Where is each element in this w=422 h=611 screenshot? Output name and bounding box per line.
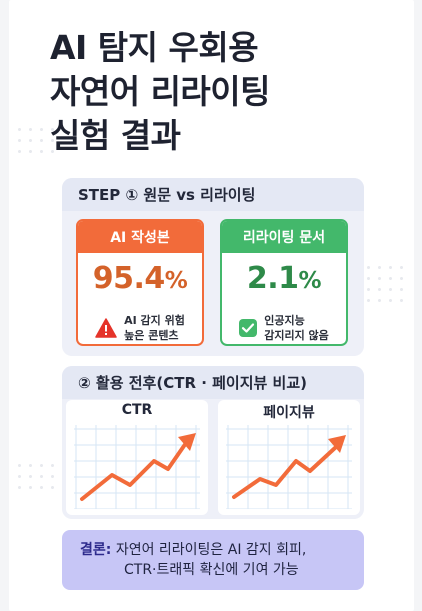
conclusion-label: 결론:: [80, 542, 112, 558]
rewritten-note: 인공지능 감지리지 않음: [222, 313, 346, 343]
conclusion-box: 결론: 자연어 리라이팅은 AI 감지 회피, CTR·트래픽 확신에 기여 가…: [62, 530, 364, 590]
ctr-trend-chart: [74, 425, 200, 509]
ctr-chart-title: CTR: [121, 402, 153, 418]
pageview-trend-line: [232, 445, 338, 499]
ai-written-unit: %: [164, 268, 188, 294]
ctr-chart: CTR: [66, 400, 208, 515]
ctr-trend-arrowhead: [178, 433, 196, 451]
ctr-trend-line: [80, 441, 188, 501]
title-line-2: 자연어 리라이팅: [50, 72, 271, 111]
pageview-chart-title: 페이지뷰: [263, 405, 315, 421]
step1-header: STEP ① 원문 vs 리라이팅: [62, 178, 364, 211]
step2-header: ② 활용 전후(CTR · 페이지뷰 비교): [62, 366, 364, 399]
ai-written-value: 95.4: [92, 261, 166, 296]
rewritten-note-line1: 인공지능: [264, 314, 305, 327]
pageview-trend-arrowhead: [328, 435, 346, 453]
check-icon: [239, 319, 258, 337]
conclusion-text-1: 자연어 리라이팅은 AI 감지 회피,: [115, 542, 307, 558]
ai-written-tag: AI 작성본: [78, 221, 202, 253]
ai-written-note: AI 감지 위험 높은 콘텐츠: [78, 313, 202, 343]
title-line-3: 실험 결과: [50, 116, 181, 155]
conclusion-line-1: 결론: 자연어 리라이팅은 AI 감지 회피,: [80, 540, 350, 560]
rewritten-note-line2: 감지리지 않음: [264, 329, 329, 342]
title-line-1: AI 탐지 우회용: [50, 28, 259, 67]
rewritten-value: 2.1: [246, 261, 299, 296]
page-title: AI 탐지 우회용 자연어 리라이팅 실험 결과: [50, 26, 370, 158]
step2-panel: ② 활용 전후(CTR · 페이지뷰 비교) CTR 페이지뷰: [62, 366, 364, 519]
dot-pattern-left: [14, 124, 54, 154]
ai-written-score: 95.4%: [78, 261, 202, 296]
ai-written-card: AI 작성본 95.4% AI 감지 위험 높은 콘텐츠: [76, 219, 204, 346]
conclusion-line-2: CTR·트래픽 확신에 기여 가능: [124, 562, 299, 578]
rewritten-score: 2.1%: [222, 261, 346, 296]
pageview-trend-chart: [226, 425, 352, 509]
pageview-chart: 페이지뷰: [218, 400, 360, 515]
rewritten-card: 리라이팅 문서 2.1% 인공지능 감지리지 않음: [220, 219, 348, 346]
ctr-grid: [74, 425, 200, 509]
pageview-grid: [226, 425, 352, 509]
rewritten-unit: %: [298, 268, 322, 294]
ai-written-note-line1: AI 감지 위험: [124, 314, 185, 327]
rewritten-tag: 리라이팅 문서: [222, 221, 346, 253]
ai-written-note-text: AI 감지 위험 높은 콘텐츠: [124, 313, 185, 343]
dot-pattern-right: [363, 262, 403, 302]
step1-panel: STEP ① 원문 vs 리라이팅 AI 작성본 95.4% AI 감지 위험 …: [62, 178, 364, 356]
warning-icon: [95, 318, 117, 338]
rewritten-note-text: 인공지능 감지리지 않음: [264, 313, 329, 343]
ai-written-note-line2: 높은 콘텐츠: [124, 329, 179, 342]
dot-pattern-bottom: [14, 460, 54, 490]
